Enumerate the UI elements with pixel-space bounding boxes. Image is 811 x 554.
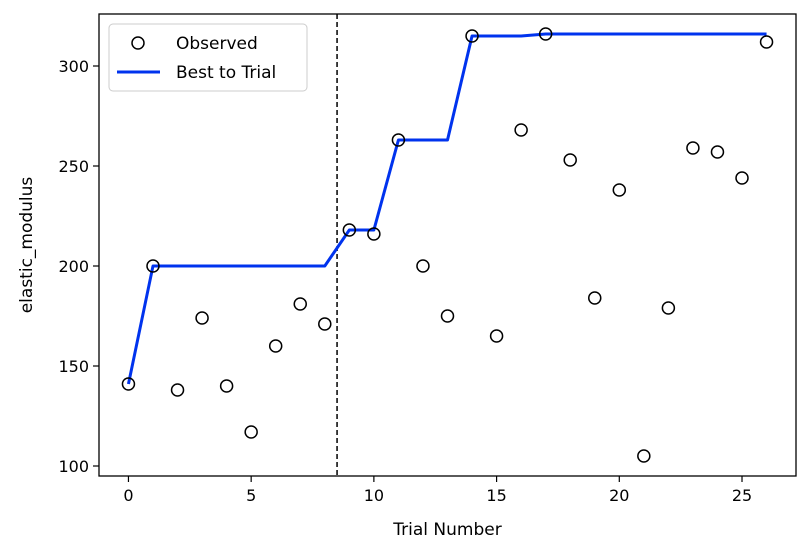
observed-point: [759, 35, 774, 49]
observed-point: [318, 317, 332, 331]
observed-point: [612, 183, 627, 197]
observed-point: [710, 145, 725, 159]
observed-point: [391, 133, 406, 147]
observed-point: [416, 259, 430, 273]
observed-point: [735, 171, 749, 185]
plot-area: [121, 14, 774, 476]
legend-label-best-to-trial: Best to Trial: [176, 63, 276, 83]
y-axis-label: elastic_modulus: [17, 177, 37, 314]
legend-observed-marker: [131, 36, 145, 50]
observed-point: [588, 291, 602, 305]
observed-point: [661, 301, 676, 315]
legend: Observed Best to Trial: [108, 23, 308, 92]
observed-point: [219, 379, 234, 393]
observed-point: [244, 425, 258, 439]
observed-point: [146, 259, 160, 273]
axes: 0 5 10 15 20 25 100 150 200 250 300: [58, 13, 797, 505]
x-tick-label: 5: [246, 486, 256, 505]
observed-point: [268, 339, 283, 353]
observed-point: [342, 223, 357, 237]
y-tick-label: 250: [58, 157, 89, 176]
observed-point: [686, 141, 700, 155]
x-tick-label: 20: [609, 486, 629, 505]
observed-point: [121, 377, 136, 391]
observed-point: [293, 297, 307, 311]
y-tick-label: 200: [58, 257, 89, 276]
observed-point: [170, 383, 185, 397]
y-tick-label: 100: [58, 457, 89, 476]
y-tick-label: 150: [58, 357, 89, 376]
observed-point: [514, 123, 528, 137]
y-tick-label: 300: [58, 57, 89, 76]
observed-point: [195, 311, 209, 325]
legend-label-observed: Observed: [176, 34, 258, 54]
x-axis-label: Trial Number: [392, 520, 501, 540]
observed-point: [440, 309, 455, 323]
observed-point: [538, 27, 553, 41]
legend-box: [108, 23, 308, 92]
x-tick-label: 25: [732, 486, 752, 505]
observed-point: [465, 29, 479, 43]
observed-point: [367, 227, 381, 241]
axes-frame: [98, 13, 797, 477]
observed-point: [637, 449, 651, 463]
x-tick-label: 0: [123, 486, 133, 505]
x-tick-label: 10: [364, 486, 384, 505]
observed-point: [489, 329, 504, 343]
best-to-trial-line: [126, 32, 767, 385]
x-tick-label: 15: [486, 486, 506, 505]
observed-point: [563, 153, 577, 167]
